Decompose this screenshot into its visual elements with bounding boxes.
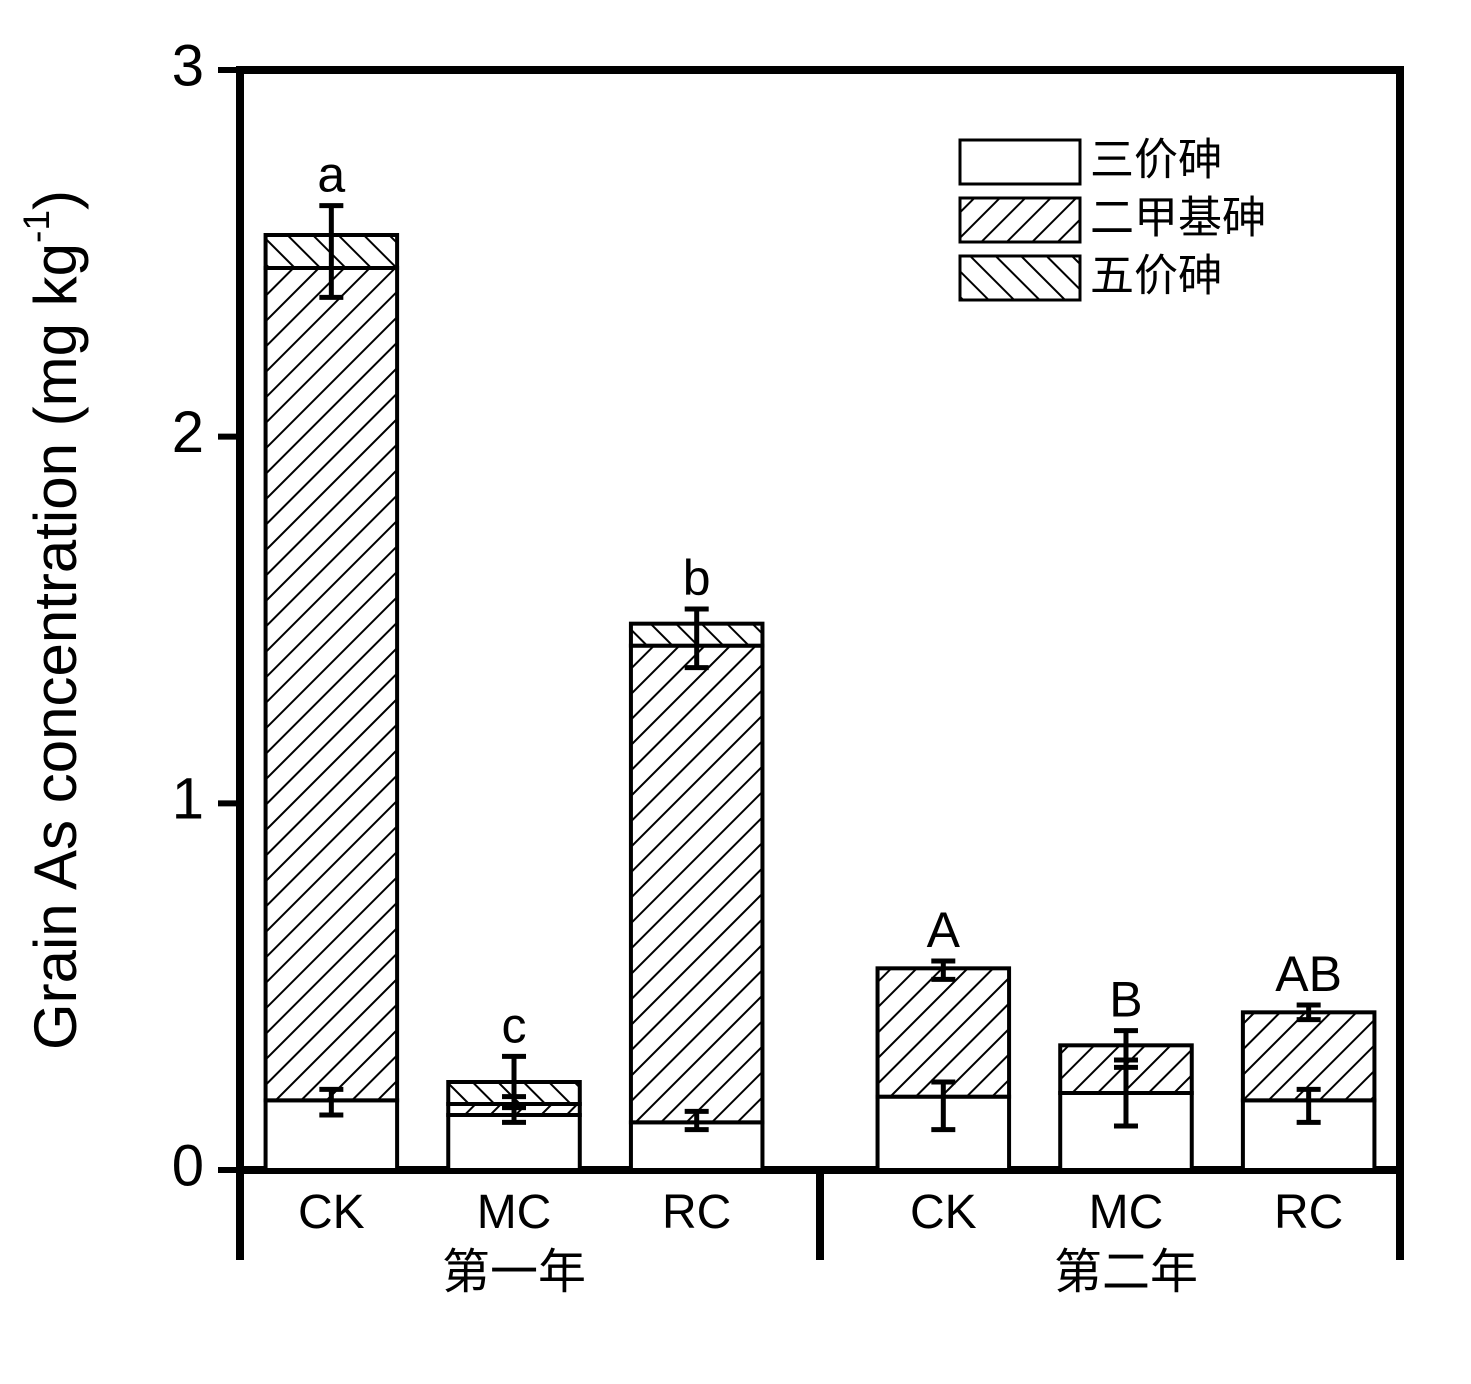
- x-cat-label: MC: [1089, 1186, 1164, 1239]
- bar-seg-dma: [266, 268, 398, 1100]
- svg-text:Grain As concentration (mg kg-: Grain As concentration (mg kg-1): [15, 190, 89, 1050]
- sig-label: c: [502, 997, 527, 1053]
- legend-swatch: [960, 140, 1080, 184]
- bar: a: [266, 147, 398, 1170]
- x-cat-label: CK: [910, 1186, 977, 1239]
- x-cat-label: MC: [477, 1186, 552, 1239]
- sig-label: b: [683, 550, 711, 606]
- bar-seg-dma: [631, 646, 763, 1123]
- x-cat-label: CK: [298, 1186, 365, 1239]
- y-tick-label: 1: [172, 767, 204, 832]
- y-tick-label: 2: [172, 400, 204, 465]
- sig-label: B: [1109, 972, 1142, 1028]
- x-cat-label: RC: [1274, 1186, 1343, 1239]
- sig-label: AB: [1275, 946, 1342, 1002]
- bar: b: [631, 550, 763, 1170]
- legend-swatch: [960, 256, 1080, 300]
- y-axis-label: Grain As concentration (mg kg-1): [15, 190, 89, 1050]
- y-tick-label: 3: [172, 33, 204, 98]
- bar-seg-dma: [878, 968, 1010, 1096]
- legend: 三价砷二甲基砷五价砷: [960, 135, 1266, 300]
- x-group-label: 第一年: [442, 1246, 586, 1299]
- x-cat-label: RC: [662, 1186, 731, 1239]
- sig-label: A: [927, 902, 961, 958]
- y-tick-label: 0: [172, 1133, 204, 1198]
- x-group-label: 第二年: [1054, 1246, 1198, 1299]
- legend-label: 五价砷: [1090, 251, 1222, 300]
- grain-as-chart: 0 1 2 3 Grain As concentration (mg kg-1) a c b A…: [0, 0, 1471, 1384]
- legend-label: 二甲基砷: [1090, 193, 1266, 242]
- sig-label: a: [317, 147, 345, 203]
- legend-swatch: [960, 198, 1080, 242]
- legend-label: 三价砷: [1090, 135, 1222, 184]
